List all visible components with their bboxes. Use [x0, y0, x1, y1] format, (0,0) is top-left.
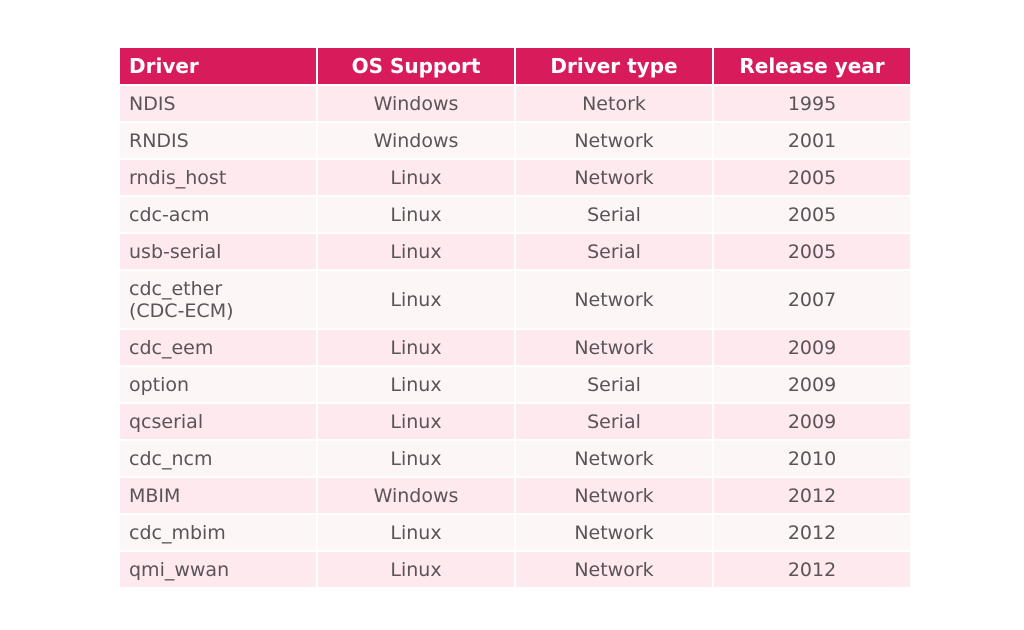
- cell-driver-type: Network: [516, 441, 712, 476]
- header-driver: Driver: [120, 48, 316, 84]
- cell-release-year: 2009: [714, 330, 910, 365]
- cell-os-support: Linux: [318, 441, 514, 476]
- cell-os-support: Linux: [318, 330, 514, 365]
- cell-driver: MBIM: [120, 478, 316, 513]
- cell-release-year: 2009: [714, 367, 910, 402]
- header-release-year: Release year: [714, 48, 910, 84]
- cell-driver-type: Network: [516, 123, 712, 158]
- cell-driver-type: Network: [516, 271, 712, 328]
- cell-driver-type: Network: [516, 515, 712, 550]
- cell-os-support: Windows: [318, 478, 514, 513]
- cell-release-year: 2007: [714, 271, 910, 328]
- cell-release-year: 1995: [714, 86, 910, 121]
- cell-release-year: 2012: [714, 552, 910, 587]
- cell-release-year: 2012: [714, 478, 910, 513]
- cell-driver-type: Network: [516, 330, 712, 365]
- cell-os-support: Linux: [318, 160, 514, 195]
- cell-release-year: 2012: [714, 515, 910, 550]
- cell-driver: RNDIS: [120, 123, 316, 158]
- cell-release-year: 2009: [714, 404, 910, 439]
- cell-release-year: 2005: [714, 234, 910, 269]
- cell-os-support: Windows: [318, 86, 514, 121]
- cell-driver-type: Network: [516, 160, 712, 195]
- cell-release-year: 2005: [714, 197, 910, 232]
- cell-os-support: Linux: [318, 197, 514, 232]
- cell-driver-type: Serial: [516, 197, 712, 232]
- cell-driver-type: Serial: [516, 367, 712, 402]
- driver-table: Driver OS Support Driver type Release ye…: [120, 48, 910, 587]
- cell-driver: cdc_mbim: [120, 515, 316, 550]
- cell-driver: rndis_host: [120, 160, 316, 195]
- cell-driver: usb-serial: [120, 234, 316, 269]
- cell-driver-type: Serial: [516, 234, 712, 269]
- cell-driver-type: Network: [516, 552, 712, 587]
- cell-driver: NDIS: [120, 86, 316, 121]
- header-driver-type: Driver type: [516, 48, 712, 84]
- cell-release-year: 2010: [714, 441, 910, 476]
- cell-os-support: Windows: [318, 123, 514, 158]
- cell-driver: cdc_ether (CDC-ECM): [120, 271, 316, 328]
- cell-os-support: Linux: [318, 515, 514, 550]
- cell-os-support: Linux: [318, 234, 514, 269]
- cell-release-year: 2005: [714, 160, 910, 195]
- cell-driver-type: Netork: [516, 86, 712, 121]
- cell-driver: qmi_wwan: [120, 552, 316, 587]
- cell-os-support: Linux: [318, 271, 514, 328]
- header-os-support: OS Support: [318, 48, 514, 84]
- cell-os-support: Linux: [318, 367, 514, 402]
- cell-release-year: 2001: [714, 123, 910, 158]
- cell-driver-type: Serial: [516, 404, 712, 439]
- cell-driver: cdc_eem: [120, 330, 316, 365]
- cell-os-support: Linux: [318, 404, 514, 439]
- cell-driver: option: [120, 367, 316, 402]
- cell-driver: cdc_ncm: [120, 441, 316, 476]
- cell-driver-type: Network: [516, 478, 712, 513]
- cell-os-support: Linux: [318, 552, 514, 587]
- cell-driver: cdc-acm: [120, 197, 316, 232]
- cell-driver: qcserial: [120, 404, 316, 439]
